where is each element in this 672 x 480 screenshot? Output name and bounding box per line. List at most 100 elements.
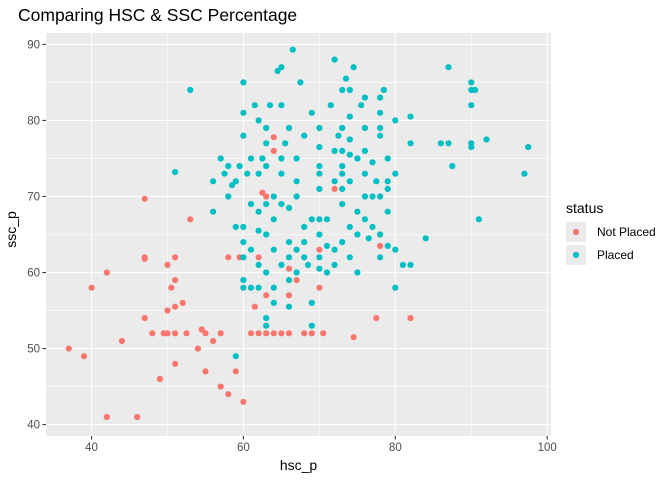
point-not-placed — [164, 330, 171, 337]
point-not-placed — [164, 261, 171, 268]
point-not-placed — [172, 277, 179, 284]
point-not-placed — [285, 265, 293, 272]
y-tick-label: 60 — [27, 268, 40, 280]
point-placed — [377, 124, 384, 132]
point-placed — [316, 170, 323, 177]
point-placed — [240, 79, 247, 86]
point-placed — [301, 132, 308, 139]
point-placed — [210, 208, 217, 215]
point-placed — [247, 246, 255, 253]
point-placed — [316, 185, 323, 192]
point-placed — [236, 163, 243, 170]
point-placed — [304, 261, 312, 268]
point-not-placed — [350, 334, 357, 341]
point-placed — [308, 322, 315, 329]
point-not-placed — [149, 330, 156, 337]
point-placed — [350, 64, 357, 71]
point-placed — [369, 159, 376, 166]
point-placed — [221, 170, 228, 177]
point-not-placed — [217, 330, 224, 337]
point-placed — [361, 193, 368, 200]
point-placed — [240, 109, 247, 116]
legend-label-placed: Placed — [597, 248, 634, 262]
point-not-placed — [65, 345, 72, 352]
point-not-placed — [240, 398, 247, 405]
point-not-placed — [259, 189, 266, 196]
point-placed — [293, 269, 300, 276]
point-placed — [263, 124, 270, 132]
point-not-placed — [308, 330, 315, 337]
point-placed — [247, 284, 255, 291]
point-placed — [240, 132, 247, 139]
data-points — [65, 46, 532, 421]
legend-label-not-placed: Not Placed — [597, 225, 656, 239]
point-not-placed — [285, 292, 293, 299]
point-placed — [392, 246, 399, 253]
x-tick-label: 100 — [538, 442, 557, 454]
point-placed — [346, 136, 353, 143]
point-placed — [308, 216, 315, 223]
point-not-placed — [247, 330, 255, 337]
point-placed — [263, 163, 270, 170]
point-not-placed — [270, 134, 277, 141]
point-not-placed — [210, 337, 217, 345]
point-not-placed — [202, 368, 209, 375]
point-placed — [316, 265, 323, 272]
point-not-placed — [377, 242, 384, 249]
point-placed — [384, 185, 391, 192]
point-placed — [323, 242, 331, 249]
point-placed — [301, 223, 308, 230]
point-placed — [263, 269, 270, 276]
point-placed — [285, 239, 293, 246]
point-placed — [342, 75, 350, 82]
point-placed — [316, 216, 323, 223]
point-not-placed — [263, 193, 270, 200]
point-placed — [346, 113, 353, 120]
point-not-placed — [251, 303, 258, 310]
point-not-placed — [141, 195, 148, 202]
point-placed — [377, 193, 384, 200]
point-placed — [316, 124, 323, 132]
point-placed — [483, 136, 490, 143]
point-placed — [255, 170, 262, 177]
point-placed — [377, 132, 384, 139]
point-placed — [308, 109, 315, 116]
point-placed — [392, 284, 399, 291]
point-not-placed — [278, 330, 285, 337]
point-placed — [369, 223, 376, 230]
point-placed — [259, 155, 266, 162]
point-placed — [225, 193, 232, 200]
point-placed — [339, 163, 346, 170]
y-axis-title: ssc_p — [3, 211, 19, 248]
point-not-placed — [263, 330, 270, 337]
point-placed — [331, 261, 338, 268]
point-placed — [270, 246, 277, 253]
point-placed — [339, 147, 346, 154]
point-placed — [323, 269, 331, 276]
point-not-placed — [156, 375, 163, 383]
point-not-placed — [80, 353, 88, 360]
point-not-placed — [172, 360, 179, 367]
point-placed — [255, 117, 262, 124]
point-placed — [278, 261, 285, 268]
point-placed — [285, 204, 293, 211]
point-placed — [377, 109, 384, 116]
point-placed — [240, 284, 247, 291]
point-not-placed — [285, 330, 293, 337]
point-placed — [346, 254, 353, 261]
point-placed — [377, 231, 384, 238]
point-placed — [437, 140, 444, 147]
point-not-placed — [407, 315, 414, 322]
axis-ticks: 40 60 80 100 40 50 60 70 80 90 — [27, 39, 557, 454]
point-placed — [392, 117, 399, 124]
point-placed — [407, 261, 414, 268]
point-placed — [187, 86, 194, 94]
point-placed — [475, 216, 482, 223]
point-placed — [301, 254, 308, 261]
point-not-placed — [187, 216, 194, 223]
point-placed — [449, 163, 456, 170]
x-tick-label: 60 — [237, 442, 250, 454]
point-placed — [316, 254, 323, 261]
legend-items: Not Placed Placed — [566, 222, 656, 265]
